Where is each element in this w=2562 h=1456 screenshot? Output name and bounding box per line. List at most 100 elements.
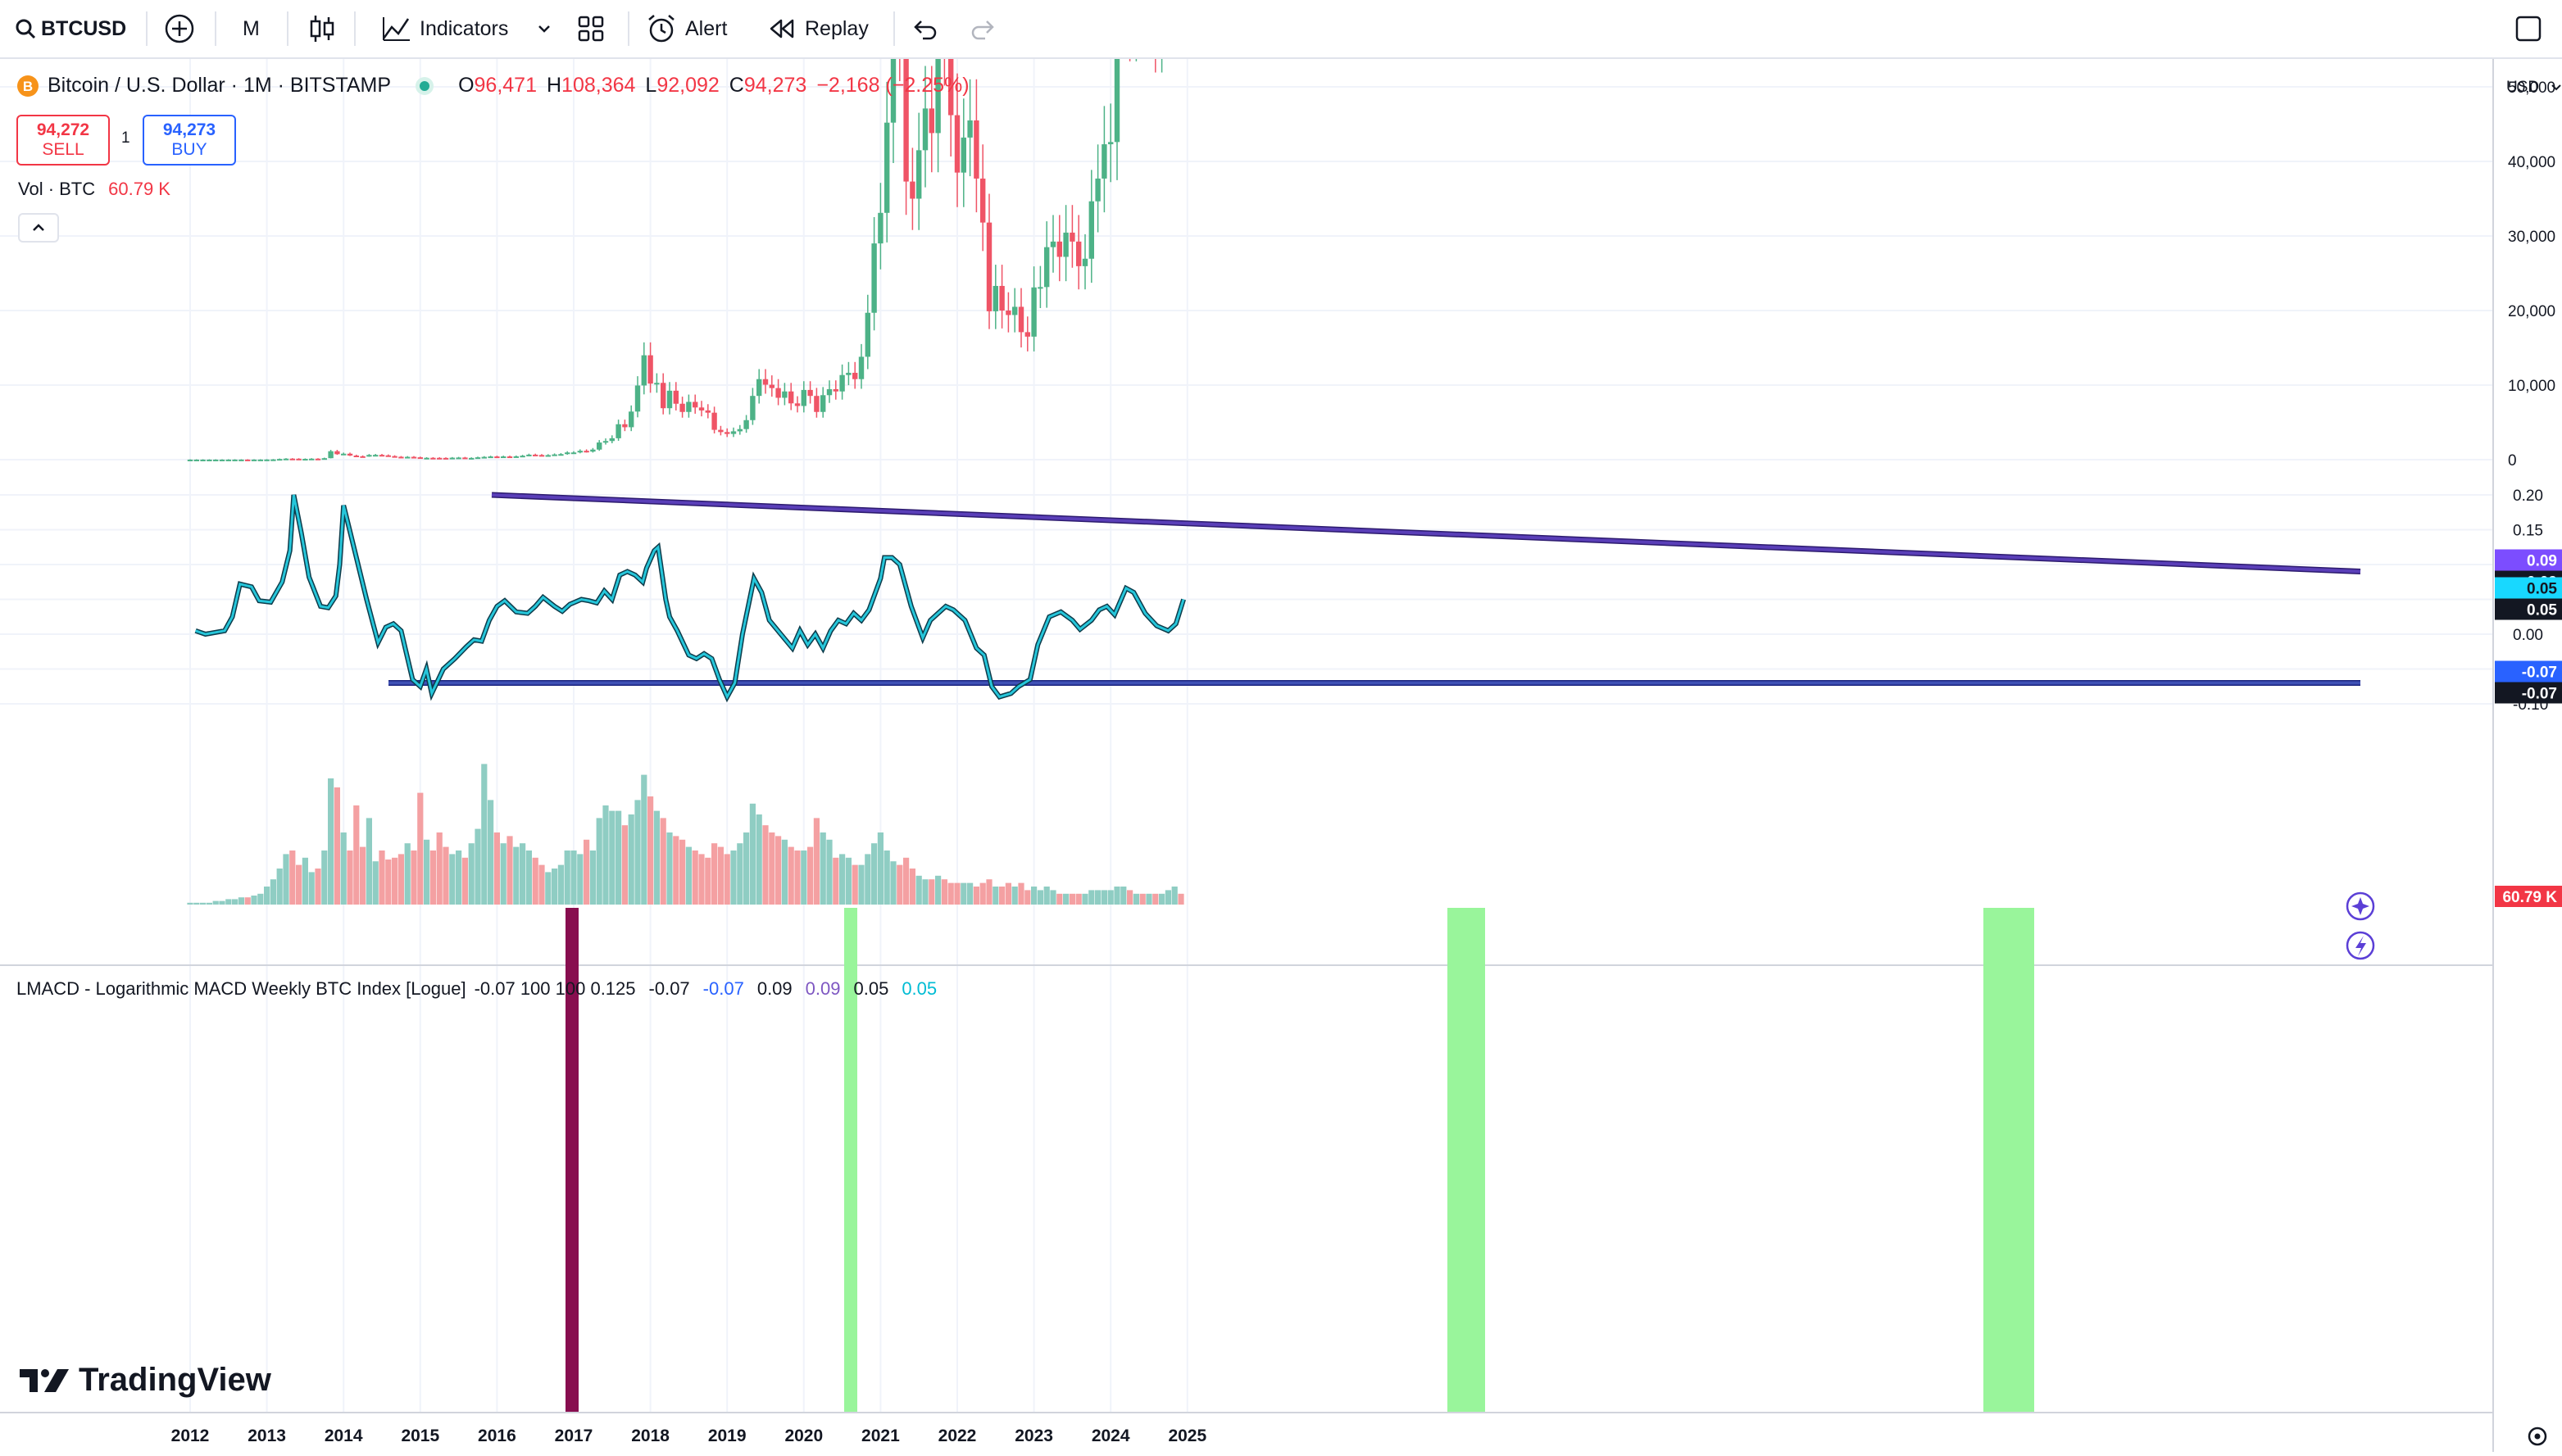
volume-bar <box>308 872 315 905</box>
open-value: 96,471 <box>474 74 537 97</box>
volume-bar <box>1031 887 1038 905</box>
chart-area[interactable]: 100,00090,00080,00070,00060,00050,00040,… <box>0 59 2562 1456</box>
volume-legend[interactable]: Vol · BTC 60.79 K <box>18 179 170 200</box>
candle <box>711 406 717 433</box>
indicator-tag: 0.05 <box>2495 598 2562 620</box>
settings-button[interactable] <box>2528 1427 2547 1446</box>
candle-body <box>506 456 513 459</box>
currency-selector[interactable]: USD <box>2506 79 2562 97</box>
volume-bar <box>219 900 225 905</box>
candle-body <box>353 455 359 457</box>
candle <box>609 435 615 443</box>
volume-bar <box>666 832 673 905</box>
time-axis[interactable]: 2012 2013 2014 2015 2016 2017 2018 2019 2020 2021… <box>171 1427 1207 1445</box>
tradingview-logo[interactable]: TradingView <box>20 1362 271 1399</box>
redo-button[interactable] <box>970 0 997 57</box>
candle-body <box>1108 142 1114 145</box>
high-label: H <box>546 74 562 97</box>
candle <box>954 73 961 207</box>
candle-body <box>597 442 602 450</box>
fullscreen-button[interactable] <box>2514 0 2542 57</box>
candle <box>437 457 443 460</box>
volume-bar <box>781 839 788 905</box>
divider <box>893 11 895 46</box>
candle-body <box>1082 258 1088 266</box>
undo-button[interactable] <box>911 0 938 57</box>
candle-body <box>296 458 302 460</box>
candle <box>328 450 334 459</box>
volume-bar <box>1075 893 1082 905</box>
candle <box>366 454 372 457</box>
volume-bar <box>602 805 609 905</box>
time-tick-label: 2013 <box>248 1427 286 1445</box>
time-tick-label: 2014 <box>325 1427 363 1445</box>
collapse-legend-button[interactable] <box>18 213 59 243</box>
candle-body <box>533 454 538 456</box>
indicators-button[interactable]: Indicators <box>382 0 508 57</box>
symbol-label: BTCUSD <box>41 16 127 40</box>
candle-body <box>878 212 884 244</box>
alert-button[interactable]: Alert <box>646 0 727 57</box>
candle-body <box>225 459 231 461</box>
indicators-dropdown[interactable] <box>536 0 552 57</box>
volume-bar <box>673 836 679 905</box>
candle <box>513 455 519 458</box>
volume-bar <box>897 864 903 905</box>
time-tick-label: 2017 <box>555 1427 593 1445</box>
candle-body <box>743 420 749 429</box>
chart-type-button[interactable] <box>308 0 336 57</box>
compare-add-button[interactable] <box>164 0 195 57</box>
interval-button[interactable]: M <box>243 0 260 57</box>
price-axis[interactable]: 100,00090,00080,00070,00060,00050,00040,… <box>2508 59 2562 469</box>
candle-body <box>833 389 838 392</box>
volume-bar <box>1178 893 1184 905</box>
volume-bar <box>813 818 820 905</box>
square-icon <box>2515 16 2542 42</box>
candle <box>353 454 359 457</box>
lightning-button[interactable] <box>2346 931 2375 960</box>
time-tick-label: 2024 <box>1092 1427 1130 1445</box>
symbol-search[interactable]: BTCUSD <box>15 0 126 57</box>
candle-body <box>1012 306 1018 315</box>
volume-bar <box>641 774 647 905</box>
divider <box>287 11 288 46</box>
volume-bar <box>1018 882 1024 905</box>
candle <box>782 383 788 406</box>
volume-bar <box>737 843 743 905</box>
candle-body <box>481 456 487 459</box>
candle <box>999 265 1005 329</box>
candle-body <box>826 389 833 396</box>
sparkle-button[interactable] <box>2346 891 2375 921</box>
layouts-button[interactable] <box>577 0 605 57</box>
candle-body <box>283 458 289 460</box>
replay-button[interactable]: Replay <box>769 0 869 57</box>
volume-bar <box>1152 893 1159 905</box>
sell-button[interactable]: 94,272 SELL <box>16 115 110 166</box>
chart-canvas[interactable]: 100,00090,00080,00070,00060,00050,00040,… <box>0 59 2562 1456</box>
candle <box>666 382 673 415</box>
volume-bar <box>616 810 622 905</box>
candle-body <box>807 389 813 397</box>
candle-body <box>750 396 756 420</box>
symbol-legend[interactable]: B Bitcoin / U.S. Dollar · 1M · BITSTAMP … <box>16 74 979 98</box>
high-value: 108,364 <box>561 74 636 97</box>
volume-bar <box>238 897 244 905</box>
candle <box>533 453 538 456</box>
candle <box>257 459 263 461</box>
candle <box>661 373 666 415</box>
candle <box>1024 316 1030 352</box>
volume-bar <box>1165 890 1171 905</box>
candle <box>405 456 411 459</box>
candle-body <box>277 459 283 461</box>
volume-bar <box>845 857 852 905</box>
volume-bar <box>340 832 347 905</box>
buy-button[interactable]: 94,273 BUY <box>143 115 236 166</box>
sell-label: SELL <box>42 140 84 159</box>
volume-bar <box>200 902 207 905</box>
top-toolbar: BTCUSD M Indicators Alert Replay <box>0 0 2562 59</box>
candle <box>852 361 858 389</box>
indicator-tag-text: 0.05 <box>2527 602 2557 619</box>
indicator-legend[interactable]: LMACD - Logarithmic MACD Weekly BTC Inde… <box>16 978 937 1000</box>
candle-body <box>718 429 724 433</box>
candle-body <box>686 401 692 412</box>
